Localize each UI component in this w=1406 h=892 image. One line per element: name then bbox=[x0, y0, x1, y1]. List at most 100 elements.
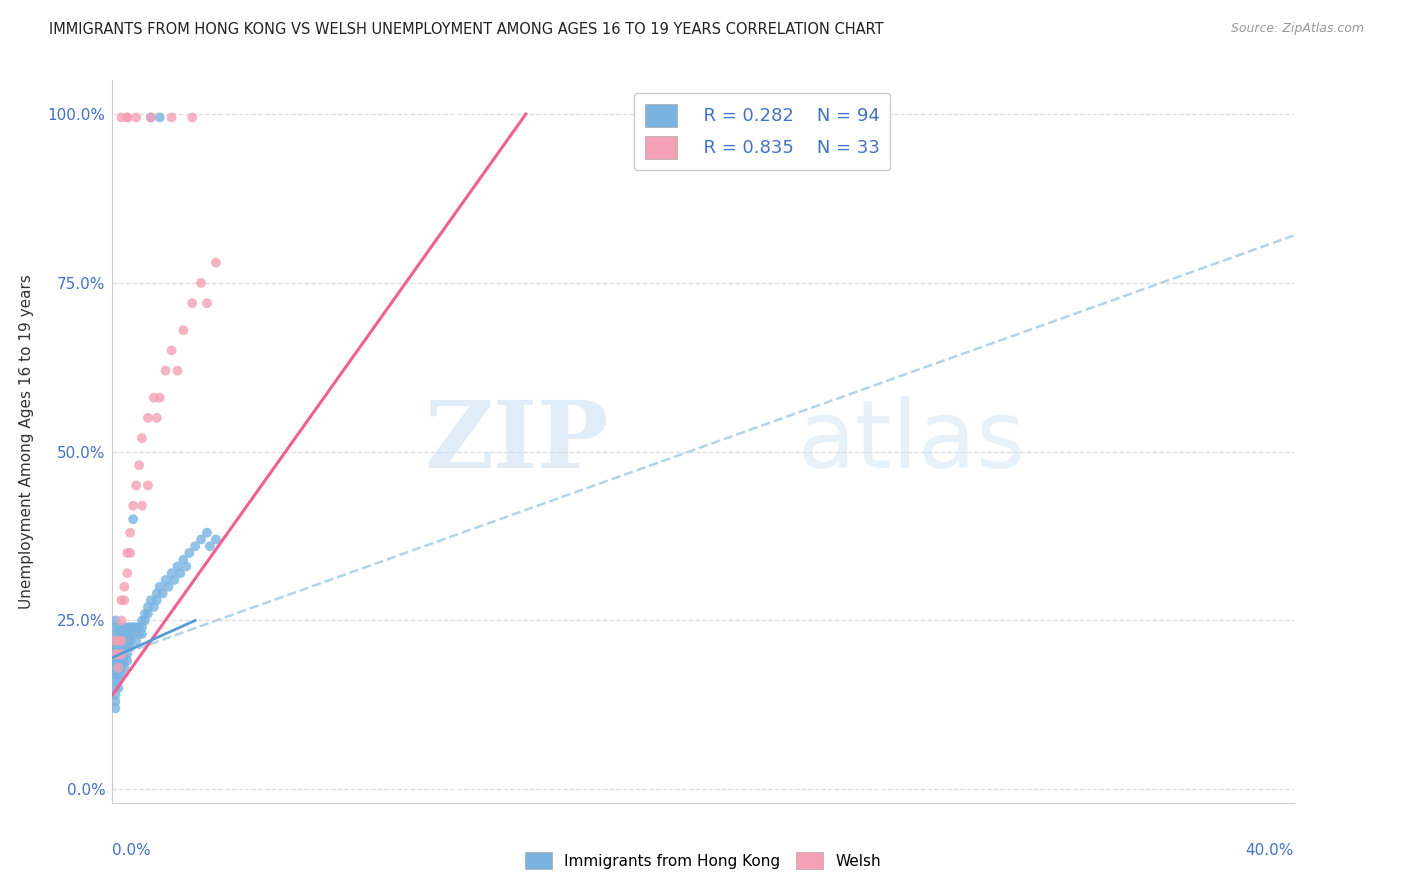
Point bbox=[107, 627, 129, 641]
Point bbox=[107, 647, 129, 661]
Point bbox=[110, 614, 132, 628]
Point bbox=[125, 633, 148, 648]
Point bbox=[117, 640, 138, 655]
Point bbox=[104, 647, 127, 661]
Point bbox=[104, 654, 127, 668]
Point bbox=[169, 566, 191, 581]
Point bbox=[205, 255, 228, 269]
Point bbox=[149, 580, 172, 594]
Point bbox=[146, 586, 169, 600]
Point bbox=[112, 654, 135, 668]
Point bbox=[195, 525, 218, 540]
Point bbox=[104, 633, 127, 648]
Point bbox=[112, 640, 135, 655]
Point bbox=[110, 593, 132, 607]
Point bbox=[179, 546, 201, 560]
Point bbox=[104, 667, 127, 681]
Point bbox=[149, 391, 172, 405]
Point bbox=[181, 296, 204, 310]
Point bbox=[104, 620, 127, 634]
Point bbox=[107, 633, 129, 648]
Point bbox=[184, 539, 207, 553]
Point bbox=[117, 647, 138, 661]
Point bbox=[128, 627, 150, 641]
Point bbox=[120, 620, 142, 634]
Point bbox=[128, 620, 150, 634]
Point bbox=[122, 499, 145, 513]
Point bbox=[112, 593, 135, 607]
Point bbox=[128, 458, 150, 472]
Point bbox=[136, 478, 159, 492]
Point bbox=[110, 640, 132, 655]
Point bbox=[117, 633, 138, 648]
Point bbox=[107, 667, 129, 681]
Point bbox=[104, 640, 127, 655]
Point bbox=[146, 411, 169, 425]
Point bbox=[104, 627, 127, 641]
Point bbox=[110, 647, 132, 661]
Point bbox=[107, 654, 129, 668]
Point bbox=[117, 627, 138, 641]
Point bbox=[134, 614, 156, 628]
Point bbox=[107, 620, 129, 634]
Text: 0.0%: 0.0% bbox=[112, 843, 152, 857]
Point bbox=[104, 694, 127, 708]
Point bbox=[117, 111, 138, 125]
Point bbox=[136, 599, 159, 614]
Point bbox=[131, 614, 153, 628]
Point bbox=[181, 111, 204, 125]
Point bbox=[134, 607, 156, 621]
Point bbox=[107, 674, 129, 689]
Point bbox=[104, 640, 127, 655]
Point bbox=[107, 640, 129, 655]
Point bbox=[131, 620, 153, 634]
Point bbox=[112, 580, 135, 594]
Point bbox=[120, 633, 142, 648]
Point bbox=[104, 633, 127, 648]
Point bbox=[112, 633, 135, 648]
Point bbox=[104, 614, 127, 628]
Point bbox=[112, 620, 135, 634]
Text: IMMIGRANTS FROM HONG KONG VS WELSH UNEMPLOYMENT AMONG AGES 16 TO 19 YEARS CORREL: IMMIGRANTS FROM HONG KONG VS WELSH UNEMP… bbox=[49, 22, 884, 37]
Point bbox=[120, 525, 142, 540]
Point bbox=[104, 661, 127, 675]
Point bbox=[112, 647, 135, 661]
Point bbox=[149, 111, 172, 125]
Point bbox=[174, 559, 197, 574]
Point bbox=[107, 654, 129, 668]
Point bbox=[107, 647, 129, 661]
Point bbox=[155, 573, 177, 587]
Point bbox=[110, 667, 132, 681]
Point bbox=[125, 111, 148, 125]
Point bbox=[117, 111, 138, 125]
Point bbox=[142, 599, 165, 614]
Point bbox=[190, 276, 212, 290]
Point bbox=[157, 580, 180, 594]
Point bbox=[117, 546, 138, 560]
Point bbox=[107, 661, 129, 675]
Point bbox=[107, 661, 129, 675]
Point bbox=[122, 512, 145, 526]
Text: Source: ZipAtlas.com: Source: ZipAtlas.com bbox=[1230, 22, 1364, 36]
Point bbox=[112, 661, 135, 675]
Point bbox=[104, 661, 127, 675]
Point bbox=[146, 593, 169, 607]
Point bbox=[104, 633, 127, 648]
Point bbox=[110, 633, 132, 648]
Point bbox=[107, 633, 129, 648]
Point bbox=[117, 620, 138, 634]
Point bbox=[107, 640, 129, 655]
Point bbox=[125, 478, 148, 492]
Text: 40.0%: 40.0% bbox=[1246, 843, 1294, 857]
Point bbox=[104, 654, 127, 668]
Point bbox=[163, 573, 186, 587]
Point bbox=[104, 681, 127, 695]
Point bbox=[166, 559, 188, 574]
Point bbox=[205, 533, 228, 547]
Point bbox=[136, 411, 159, 425]
Point bbox=[120, 627, 142, 641]
Text: ZIP: ZIP bbox=[425, 397, 609, 486]
Point bbox=[139, 111, 162, 125]
Point bbox=[104, 667, 127, 681]
Point bbox=[122, 620, 145, 634]
